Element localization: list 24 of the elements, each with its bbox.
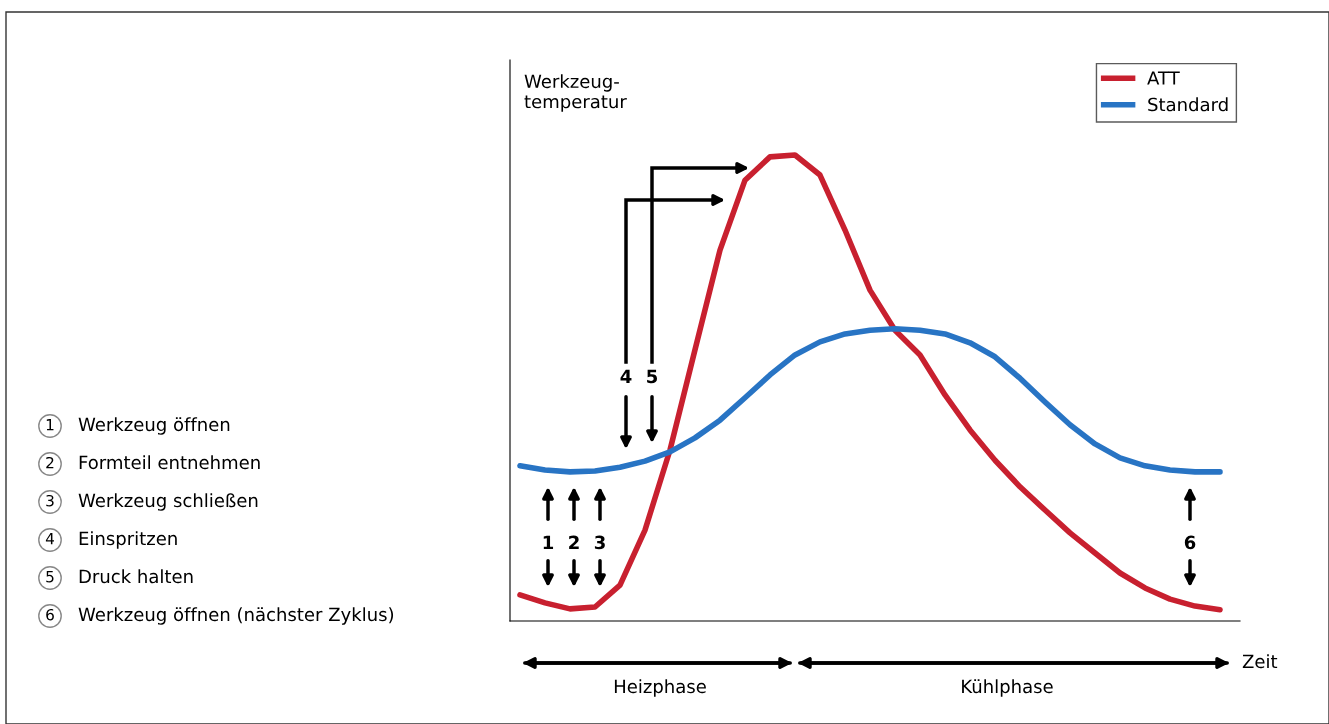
- annotation: 4: [620, 369, 632, 383]
- text: 6: [46, 608, 54, 621]
- text: 4: [45, 533, 54, 545]
- annotation: 1: [543, 535, 554, 549]
- text: Werkzeug schließen: [78, 493, 258, 511]
- legend-label: ATT: [1147, 71, 1180, 85]
- text: 1: [46, 419, 54, 431]
- annotation: 2: [569, 535, 579, 549]
- text: Druck halten: [79, 569, 193, 584]
- annotation: 6: [1184, 535, 1196, 550]
- text: Heizphase: [614, 679, 706, 697]
- text: Einspritzen: [79, 531, 177, 549]
- text: Werkzeug öffnen (nächster Zyklus): [78, 607, 394, 625]
- text: Formteil entnehmen: [79, 455, 260, 470]
- text: Zeit: [1242, 654, 1278, 669]
- y-axis-title: Werkzeug- temperatur: [524, 74, 627, 112]
- text: 2: [46, 456, 54, 469]
- annotation: 3: [594, 535, 605, 550]
- text: 5: [46, 571, 54, 583]
- text: 3: [46, 494, 54, 507]
- text: Werkzeug öffnen: [78, 417, 230, 435]
- legend-label: Standard: [1148, 97, 1228, 112]
- text: Kühlphase: [962, 679, 1053, 697]
- annotation: 5: [647, 369, 658, 384]
